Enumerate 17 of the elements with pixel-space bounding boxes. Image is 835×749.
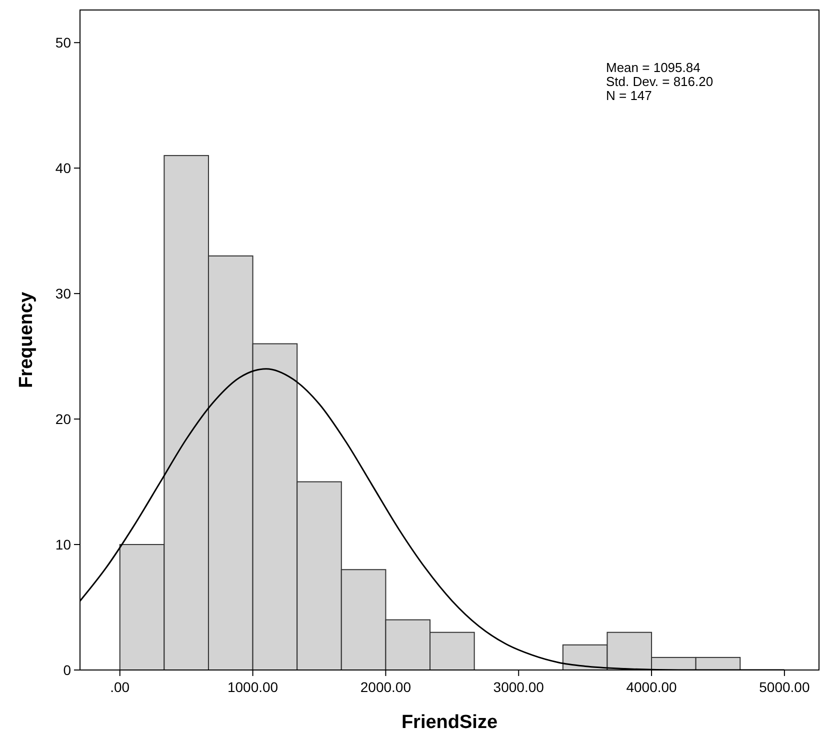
x-tick-label: 5000.00 — [759, 679, 810, 695]
x-tick-label: 2000.00 — [360, 679, 412, 695]
annotation: Mean = 1095.84 — [606, 60, 700, 75]
y-axis-title: Frequency — [16, 292, 37, 388]
y-tick-label: 20 — [55, 411, 72, 428]
x-tick-label: 3000.00 — [493, 679, 544, 695]
y-tick-label: 40 — [55, 160, 72, 176]
y-tick-label: 30 — [55, 286, 72, 302]
x-tick-label: 1000.00 — [227, 679, 278, 695]
y-tick-label: 50 — [55, 34, 72, 51]
x-tick-label: 4000.00 — [626, 679, 678, 695]
x-axis-title: FriendSize — [401, 712, 498, 733]
annotation: Std. Dev. = 816.20 — [606, 74, 714, 89]
annotation: N = 147 — [606, 88, 652, 103]
y-tick-label: 0 — [63, 662, 72, 678]
y-tick-label: 10 — [55, 536, 72, 553]
x-tick-label: .00 — [110, 679, 130, 695]
